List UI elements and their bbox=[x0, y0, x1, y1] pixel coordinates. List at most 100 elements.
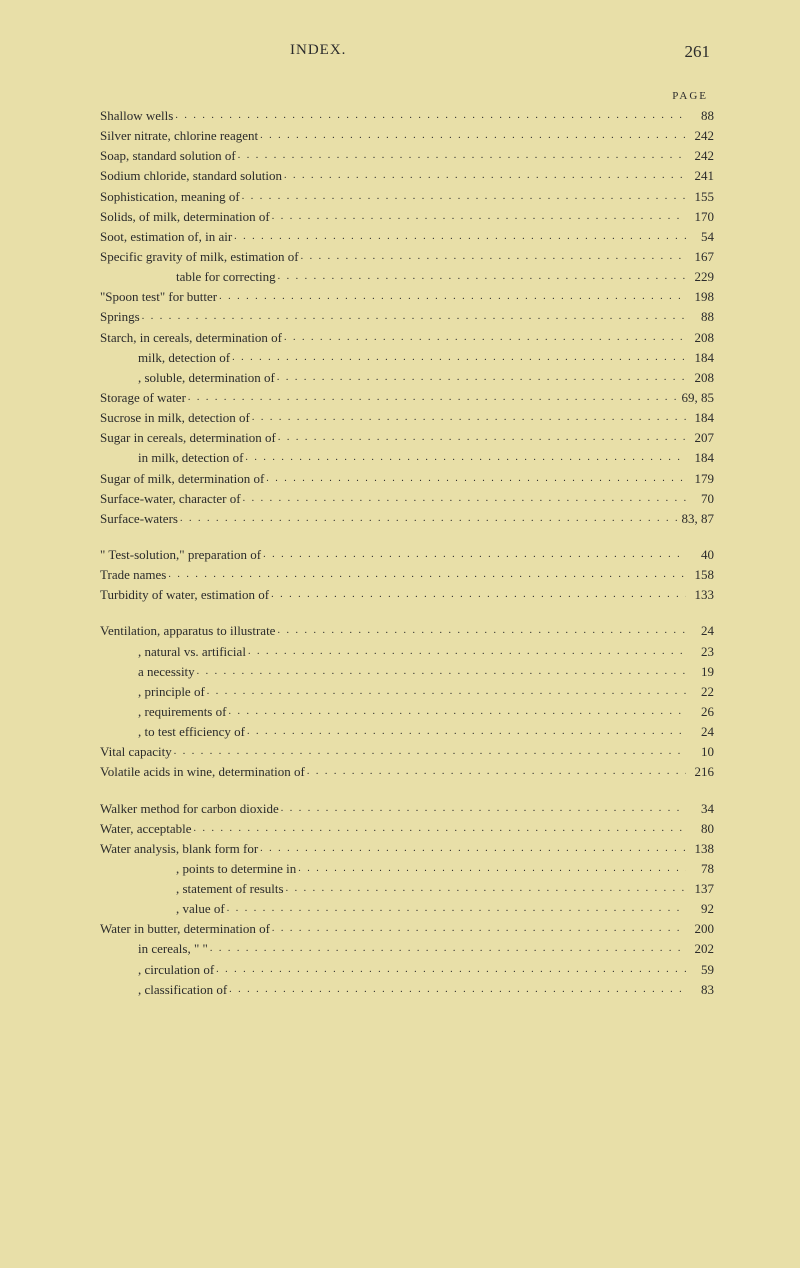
index-entry-page: 133 bbox=[686, 585, 714, 605]
index-entry-row: " Test-solution," preparation of. . . . … bbox=[100, 545, 714, 565]
index-entry-row: Specific gravity of milk, estimation of.… bbox=[100, 247, 714, 267]
index-entry-text: Solids, of milk, determination of bbox=[100, 207, 270, 227]
index-entry-row: , circulation of. . . . . . . . . . . . … bbox=[100, 960, 714, 980]
index-entry-row: Surface-water, character of. . . . . . .… bbox=[100, 489, 714, 509]
section-gap bbox=[100, 783, 714, 799]
index-entry-text: in milk, detection of bbox=[138, 448, 243, 468]
index-entry-row: table for correcting. . . . . . . . . . … bbox=[100, 267, 714, 287]
index-entry-row: Water, acceptable. . . . . . . . . . . .… bbox=[100, 819, 714, 839]
index-entry-dots: . . . . . . . . . . . . . . . . . . . . … bbox=[178, 511, 678, 527]
index-entry-dots: . . . . . . . . . . . . . . . . . . . . … bbox=[269, 587, 686, 603]
index-entry-row: Turbidity of water, estimation of. . . .… bbox=[100, 585, 714, 605]
index-entry-dots: . . . . . . . . . . . . . . . . . . . . … bbox=[284, 881, 686, 897]
index-entry-text: , soluble, determination of bbox=[138, 368, 275, 388]
index-entry-dots: . . . . . . . . . . . . . . . . . . . . … bbox=[270, 921, 686, 937]
index-entry-row: , value of. . . . . . . . . . . . . . . … bbox=[100, 899, 714, 919]
index-entry-text: Silver nitrate, chlorine reagent bbox=[100, 126, 258, 146]
index-entry-row: Surface-waters. . . . . . . . . . . . . … bbox=[100, 509, 714, 529]
index-entry-row: Walker method for carbon dioxide. . . . … bbox=[100, 799, 714, 819]
index-entry-text: Water, acceptable bbox=[100, 819, 192, 839]
index-entry-page: 26 bbox=[686, 702, 714, 722]
index-entry-dots: . . . . . . . . . . . . . . . . . . . . … bbox=[140, 309, 686, 325]
index-entry-page: 24 bbox=[686, 621, 714, 641]
index-entry-text: table for correcting bbox=[176, 267, 276, 287]
index-entry-dots: . . . . . . . . . . . . . . . . . . . . … bbox=[230, 350, 686, 366]
index-entry-page: 88 bbox=[686, 106, 714, 126]
index-entry-page: 208 bbox=[686, 368, 714, 388]
index-entry-page: 184 bbox=[686, 448, 714, 468]
index-entry-dots: . . . . . . . . . . . . . . . . . . . . … bbox=[225, 901, 686, 917]
index-entry-row: Sodium chloride, standard solution. . . … bbox=[100, 166, 714, 186]
index-entry-row: Sugar in cereals, determination of. . . … bbox=[100, 428, 714, 448]
index-entry-text: Vital capacity bbox=[100, 742, 172, 762]
index-entry-dots: . . . . . . . . . . . . . . . . . . . . … bbox=[279, 801, 686, 817]
index-entry-text: Shallow wells bbox=[100, 106, 173, 126]
index-entry-page: 80 bbox=[686, 819, 714, 839]
index-entry-text: , points to determine in bbox=[176, 859, 296, 879]
index-entry-row: Volatile acids in wine, determination of… bbox=[100, 762, 714, 782]
index-entry-dots: . . . . . . . . . . . . . . . . . . . . … bbox=[275, 370, 686, 386]
index-entry-text: , statement of results bbox=[176, 879, 284, 899]
index-entry-row: Water in butter, determination of. . . .… bbox=[100, 919, 714, 939]
index-entry-dots: . . . . . . . . . . . . . . . . . . . . … bbox=[245, 724, 686, 740]
index-entry-text: , natural vs. artificial bbox=[138, 642, 246, 662]
index-entry-page: 184 bbox=[686, 408, 714, 428]
index-entry-dots: . . . . . . . . . . . . . . . . . . . . … bbox=[208, 941, 686, 957]
index-entry-dots: . . . . . . . . . . . . . . . . . . . . … bbox=[264, 471, 686, 487]
index-entry-dots: . . . . . . . . . . . . . . . . . . . . … bbox=[205, 684, 686, 700]
index-entry-row: Sophistication, meaning of. . . . . . . … bbox=[100, 187, 714, 207]
index-entry-page: 83 bbox=[686, 980, 714, 1000]
index-entry-text: Sugar in cereals, determination of bbox=[100, 428, 276, 448]
index-entry-page: 216 bbox=[686, 762, 714, 782]
index-entry-dots: . . . . . . . . . . . . . . . . . . . . … bbox=[240, 189, 686, 205]
index-entry-text: , to test efficiency of bbox=[138, 722, 245, 742]
index-entry-dots: . . . . . . . . . . . . . . . . . . . . … bbox=[226, 704, 686, 720]
index-entry-dots: . . . . . . . . . . . . . . . . . . . . … bbox=[299, 249, 686, 265]
index-entry-dots: . . . . . . . . . . . . . . . . . . . . … bbox=[305, 764, 686, 780]
index-entry-page: 92 bbox=[686, 899, 714, 919]
index-entry-text: , value of bbox=[176, 899, 225, 919]
index-entry-row: , soluble, determination of. . . . . . .… bbox=[100, 368, 714, 388]
index-entry-text: "Spoon test" for butter bbox=[100, 287, 217, 307]
index-entry-text: Trade names bbox=[100, 565, 166, 585]
index-entry-page: 229 bbox=[686, 267, 714, 287]
index-entry-row: Storage of water. . . . . . . . . . . . … bbox=[100, 388, 714, 408]
index-entry-text: in cereals, " " bbox=[138, 939, 208, 959]
index-entry-page: 23 bbox=[686, 642, 714, 662]
index-entry-dots: . . . . . . . . . . . . . . . . . . . . … bbox=[275, 623, 686, 639]
index-entry-row: Starch, in cereals, determination of. . … bbox=[100, 328, 714, 348]
index-entry-page: 242 bbox=[686, 126, 714, 146]
section-gap bbox=[100, 605, 714, 621]
index-entry-page: 200 bbox=[686, 919, 714, 939]
index-entry-row: Vital capacity. . . . . . . . . . . . . … bbox=[100, 742, 714, 762]
index-entry-text: , classification of bbox=[138, 980, 227, 1000]
index-entry-dots: . . . . . . . . . . . . . . . . . . . . … bbox=[250, 410, 686, 426]
index-entry-text: " Test-solution," preparation of bbox=[100, 545, 261, 565]
index-entry-page: 138 bbox=[686, 839, 714, 859]
index-entry-dots: . . . . . . . . . . . . . . . . . . . . … bbox=[186, 390, 678, 406]
index-entry-page: 70 bbox=[686, 489, 714, 509]
index-entry-page: 59 bbox=[686, 960, 714, 980]
index-entry-dots: . . . . . . . . . . . . . . . . . . . . … bbox=[296, 861, 686, 877]
index-entry-text: Starch, in cereals, determination of bbox=[100, 328, 282, 348]
index-entry-dots: . . . . . . . . . . . . . . . . . . . . … bbox=[282, 168, 686, 184]
index-entry-text: Springs bbox=[100, 307, 140, 327]
index-entry-dots: . . . . . . . . . . . . . . . . . . . . … bbox=[232, 229, 686, 245]
index-entry-text: , requirements of bbox=[138, 702, 226, 722]
index-entry-dots: . . . . . . . . . . . . . . . . . . . . … bbox=[227, 982, 686, 998]
index-entry-page: 22 bbox=[686, 682, 714, 702]
index-entry-page: 137 bbox=[686, 879, 714, 899]
index-entry-dots: . . . . . . . . . . . . . . . . . . . . … bbox=[276, 430, 686, 446]
index-entry-dots: . . . . . . . . . . . . . . . . . . . . … bbox=[258, 841, 686, 857]
index-entry-row: Silver nitrate, chlorine reagent. . . . … bbox=[100, 126, 714, 146]
index-entry-dots: . . . . . . . . . . . . . . . . . . . . … bbox=[276, 269, 686, 285]
index-entry-page: 184 bbox=[686, 348, 714, 368]
index-entry-row: , natural vs. artificial. . . . . . . . … bbox=[100, 642, 714, 662]
index-entry-text: Surface-water, character of bbox=[100, 489, 241, 509]
index-entry-text: Specific gravity of milk, estimation of bbox=[100, 247, 299, 267]
index-entry-page: 207 bbox=[686, 428, 714, 448]
index-entry-text: Water analysis, blank form for bbox=[100, 839, 258, 859]
index-entry-text: milk, detection of bbox=[138, 348, 230, 368]
index-entry-page: 69, 85 bbox=[678, 388, 715, 408]
index-entry-row: Soot, estimation of, in air. . . . . . .… bbox=[100, 227, 714, 247]
